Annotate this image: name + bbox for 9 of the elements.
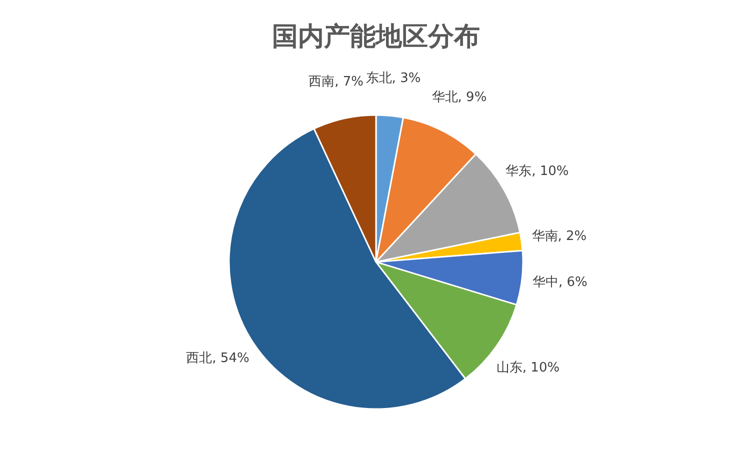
slice-label: 华东, 10%: [506, 164, 569, 180]
slice-label: 东北, 3%: [366, 70, 421, 86]
slice-label: 华南, 2%: [532, 229, 587, 244]
slice-label: 华中, 6%: [532, 275, 588, 290]
slice-label: 华北, 9%: [432, 90, 487, 105]
chart-title: 国内产能地区分布: [272, 22, 480, 52]
slice-label: 西南, 7%: [308, 74, 364, 90]
slice-label: 山东, 10%: [496, 360, 560, 376]
slice-label: 西北, 54%: [186, 350, 250, 366]
